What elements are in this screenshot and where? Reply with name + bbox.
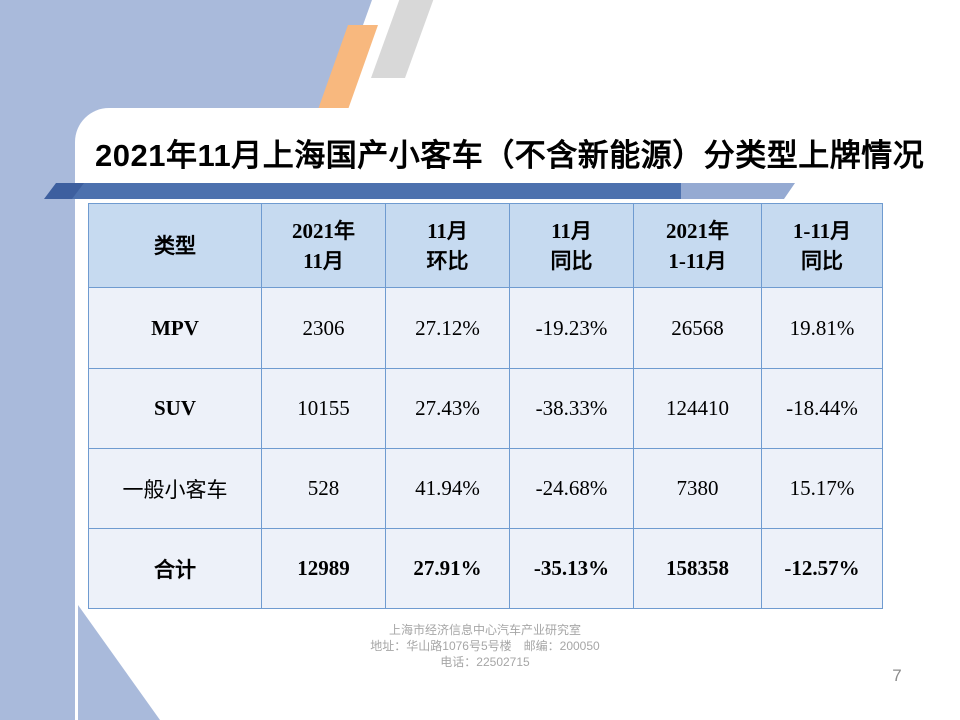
header-cell-ytd-yoy: 1-11月 同比	[761, 203, 883, 288]
row-label: MPV	[88, 287, 262, 369]
table-cell: -35.13%	[509, 528, 634, 609]
row-label: 合计	[88, 528, 262, 609]
table-header-row: 类型 2021年 11月 11月 环比 11月 同比 2021年 1-11月 1…	[88, 203, 883, 288]
table-cell: 7380	[633, 448, 762, 529]
table-cell: -24.68%	[509, 448, 634, 529]
table-cell: -19.23%	[509, 287, 634, 369]
registration-table: 类型 2021年 11月 11月 环比 11月 同比 2021年 1-11月 1…	[88, 203, 883, 609]
header-text: 环比	[426, 248, 469, 273]
header-text: 1-11月	[668, 248, 727, 273]
header-cell-yoy: 11月 同比	[509, 203, 634, 288]
table-cell: 528	[261, 448, 386, 529]
header-text: 1-11月	[792, 218, 852, 243]
header-text: 类型	[154, 233, 196, 258]
table-cell: 26568	[633, 287, 762, 369]
footer-line-org: 上海市经济信息中心汽车产业研究室	[388, 623, 581, 637]
table-cell: -38.33%	[509, 368, 634, 449]
footer-line-phone: 电话：22502715	[440, 655, 530, 669]
table-cell: 41.94%	[385, 448, 510, 529]
table-cell: 19.81%	[761, 287, 883, 369]
table-cell: 27.43%	[385, 368, 510, 449]
header-text: 11月	[303, 248, 344, 273]
table-cell: 27.91%	[385, 528, 510, 609]
gray-stripe	[371, 0, 434, 78]
table-cell: 124410	[633, 368, 762, 449]
table-cell: 12989	[261, 528, 386, 609]
table-cell: 10155	[261, 368, 386, 449]
header-cell-mom: 11月 环比	[385, 203, 510, 288]
header-text: 同比	[550, 248, 593, 273]
table-row-total: 合计 12989 27.91% -35.13% 158358 -12.57%	[88, 528, 883, 609]
table-row: SUV 10155 27.43% -38.33% 124410 -18.44%	[88, 368, 883, 449]
header-cell-2021-1-11: 2021年 1-11月	[633, 203, 762, 288]
table-row: 一般小客车 528 41.94% -24.68% 7380 15.17%	[88, 448, 883, 529]
header-cell-2021-11: 2021年 11月	[261, 203, 386, 288]
header-text: 2021年	[292, 218, 355, 243]
footer: 上海市经济信息中心汽车产业研究室 地址：华山路1076号5号楼 邮编：20005…	[88, 622, 882, 670]
header-text: 11月	[551, 218, 592, 243]
table-cell: 27.12%	[385, 287, 510, 369]
page-title: 2021年11月上海国产小客车（不含新能源）分类型上牌情况	[95, 138, 925, 173]
row-label: 一般小客车	[88, 448, 262, 529]
footer-line-address: 地址：华山路1076号5号楼 邮编：200050	[370, 639, 600, 653]
orange-stripe	[315, 25, 378, 118]
table-cell: -12.57%	[761, 528, 883, 609]
header-text: 2021年	[666, 218, 729, 243]
table-row: MPV 2306 27.12% -19.23% 26568 19.81%	[88, 287, 883, 369]
header-text: 11月	[427, 218, 468, 243]
header-cell-type: 类型	[88, 203, 262, 288]
table-cell: 2306	[261, 287, 386, 369]
table-cell: 158358	[633, 528, 762, 609]
page-number: 7	[892, 666, 902, 685]
left-blue-column	[0, 0, 78, 720]
table-cell: 15.17%	[761, 448, 883, 529]
table-cell: -18.44%	[761, 368, 883, 449]
header-text: 同比	[801, 248, 843, 273]
row-label: SUV	[88, 368, 262, 449]
